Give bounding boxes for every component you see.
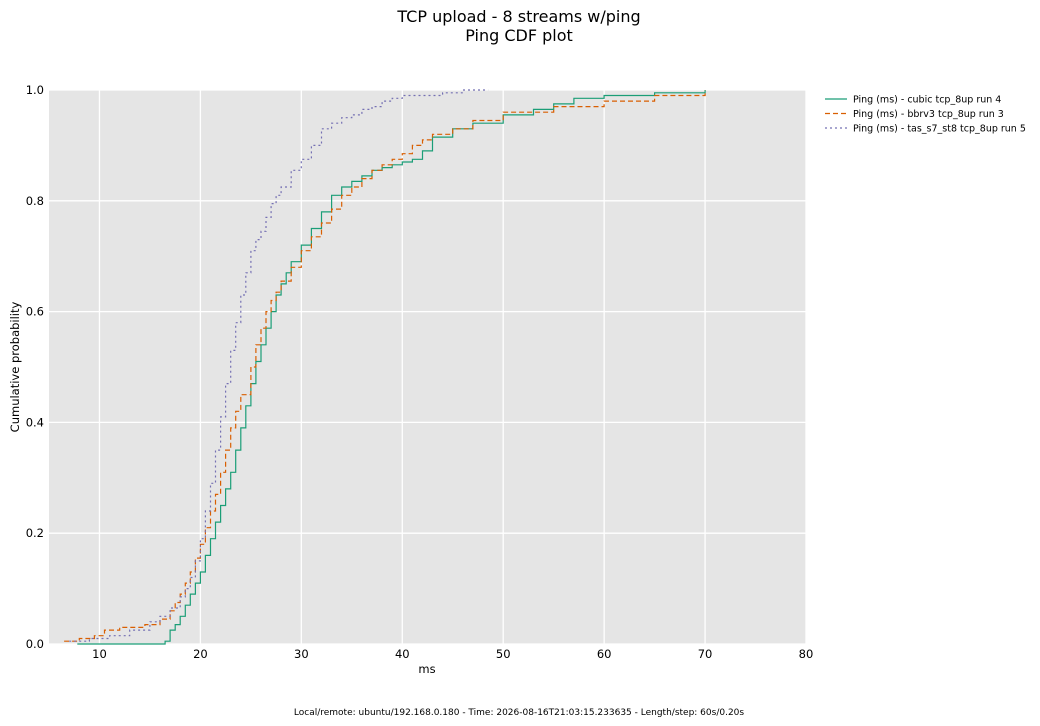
y-tick-label: 0.8: [26, 194, 44, 208]
x-tick-label: 50: [496, 647, 511, 661]
y-tick-label: 0.4: [26, 415, 44, 429]
chart-title: TCP upload - 8 streams w/ping: [396, 7, 640, 26]
series-line-2: [64, 90, 706, 642]
axis-ticks: 10 20 30 40 50 60 70 80 0.0 0.2 0.4 0.6 0.8 1.0: [26, 83, 814, 661]
grid-lines: [49, 89, 807, 645]
y-tick-label: 1.0: [26, 83, 44, 97]
y-tick-label: 0.0: [26, 637, 44, 651]
y-axis-label: Cumulative probability: [8, 301, 22, 432]
legend-label-2: Ping (ms) - bbrv3 tcp_8up run 3: [853, 109, 1004, 120]
footer-metadata: Local/remote: ubuntu/192.168.0.180 - Tim…: [294, 708, 745, 718]
x-axis-label: ms: [418, 662, 435, 676]
chart-subtitle: Ping CDF plot: [465, 26, 573, 45]
y-tick-label: 0.6: [26, 305, 44, 319]
x-tick-label: 70: [698, 647, 713, 661]
x-tick-label: 30: [294, 647, 309, 661]
plot-area: [49, 90, 806, 644]
x-tick-label: 80: [799, 647, 814, 661]
x-tick-label: 40: [395, 647, 410, 661]
x-tick-label: 20: [193, 647, 208, 661]
legend-label-1: Ping (ms) - cubic tcp_8up run 4: [853, 95, 1001, 106]
x-tick-label: 10: [92, 647, 107, 661]
series-line-3: [69, 89, 489, 642]
legend: Ping (ms) - cubic tcp_8up run 4 Ping (ms)…: [825, 95, 1026, 135]
x-tick-label: 60: [597, 647, 612, 661]
legend-label-3: Ping (ms) - tas_s7_st8 tcp_8up run 5: [853, 124, 1026, 135]
series-lines: [64, 89, 706, 645]
y-tick-label: 0.2: [26, 526, 44, 540]
